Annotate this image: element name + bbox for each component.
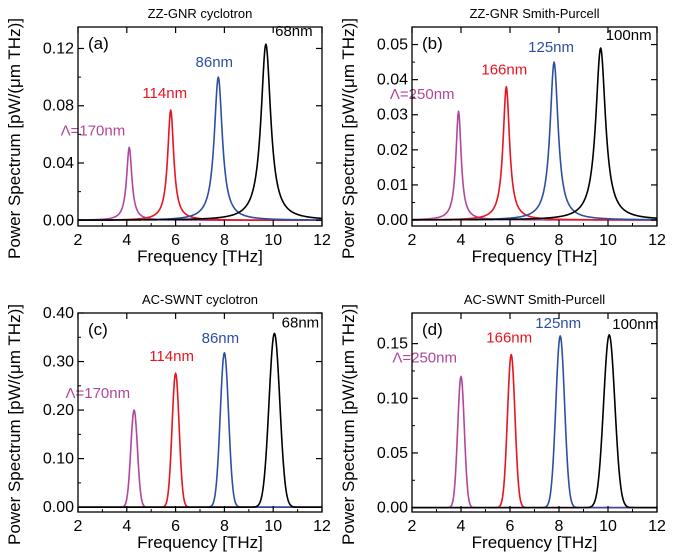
x-tick-label: 12 — [313, 232, 331, 249]
y-tick-label: 0.00 — [43, 499, 74, 516]
x-tick-label: 2 — [74, 518, 83, 535]
series-label: Λ=170nm — [61, 122, 126, 139]
x-tick-label: 6 — [506, 518, 515, 535]
y-tick-label: 0.02 — [377, 142, 408, 159]
y-tick-label: 0.00 — [43, 212, 74, 229]
x-tick-label: 4 — [122, 518, 131, 535]
y-tick-label: 0.00 — [377, 500, 408, 517]
chart-title: AC-SWNT Smith-Purcell — [464, 292, 605, 307]
chart-title: ZZ-GNR Smith-Purcell — [469, 6, 599, 21]
x-tick-label: 6 — [506, 232, 515, 249]
y-tick-label: 0.15 — [377, 336, 408, 353]
series-label: 86nm — [202, 330, 240, 347]
series-label: 100nm — [606, 27, 652, 44]
x-tick-label: 4 — [457, 518, 466, 535]
x-axis-label: Frequency [THz] — [137, 533, 263, 552]
series-label: 125nm — [528, 39, 574, 56]
y-axis-label: Power Spectrum [pW/(μm THz)] — [5, 18, 24, 259]
series-label: 114nm — [142, 85, 187, 102]
x-tick-label: 8 — [220, 232, 229, 249]
x-tick-label: 10 — [264, 232, 282, 249]
series-line-0 — [77, 146, 323, 222]
x-tick-label: 6 — [171, 232, 180, 249]
x-tick-label: 6 — [171, 518, 180, 535]
y-tick-label: 0.04 — [377, 72, 408, 89]
x-tick-label: 8 — [555, 518, 564, 535]
panel-label: (c) — [88, 320, 108, 339]
x-tick-label: 12 — [648, 232, 666, 249]
chart-panel-b: ZZ-GNR Smith-PurcellΛ=250nm166nm125nm100… — [339, 6, 666, 266]
x-tick-label: 4 — [457, 232, 466, 249]
chart-title: ZZ-GNR cyclotron — [148, 6, 253, 21]
x-tick-label: 8 — [220, 518, 229, 535]
y-tick-label: 0.20 — [43, 402, 74, 419]
x-axis-label: Frequency [THz] — [472, 247, 598, 266]
series-label: Λ=250nm — [392, 349, 457, 366]
x-tick-label: 2 — [408, 232, 417, 249]
y-tick-label: 0.08 — [43, 98, 74, 115]
x-tick-label: 4 — [122, 232, 131, 249]
x-tick-label: 10 — [599, 518, 617, 535]
y-tick-label: 0.04 — [43, 155, 74, 172]
y-axis-label: Power Spectrum [pW/(μm THz)] — [5, 304, 24, 545]
x-tick-label: 12 — [648, 518, 666, 535]
series-line-1 — [411, 85, 658, 221]
x-axis-label: Frequency [THz] — [137, 247, 263, 266]
series-label: 86nm — [196, 54, 234, 71]
series-label: 114nm — [149, 348, 194, 365]
y-tick-label: 0.00 — [377, 212, 408, 229]
series-label: 100nm — [612, 316, 658, 333]
y-tick-label: 0.01 — [377, 177, 408, 194]
series-label: 125nm — [535, 315, 581, 332]
y-axis-label: Power Spectrum [pW/(μm THz)] — [339, 18, 358, 259]
y-tick-label: 0.10 — [43, 451, 74, 468]
y-tick-label: 0.12 — [43, 40, 74, 57]
y-tick-label: 0.03 — [377, 107, 408, 124]
series-line-2 — [77, 76, 323, 221]
chart-title: AC-SWNT cyclotron — [142, 292, 258, 307]
y-tick-label: 0.30 — [43, 354, 74, 371]
series-line-3 — [411, 47, 658, 221]
x-tick-label: 12 — [313, 518, 331, 535]
series-label: Λ=170nm — [65, 385, 130, 402]
panel-label: (b) — [422, 34, 443, 53]
chart-panel-c: AC-SWNT cyclotron Λ=170nm 114nm 86nm 68nm 2 4 6… — [5, 292, 331, 552]
x-axis-label: Frequency [THz] — [472, 533, 598, 552]
series-line-3 — [77, 43, 323, 221]
y-tick-label: 0.05 — [377, 37, 408, 54]
chart-panel-a: ZZ-GNR cyclotron Λ=170nm 114nm 86nm 68nm 2 4 6 8… — [5, 6, 331, 266]
series-line-3 — [411, 334, 658, 509]
y-axis-label: Power Spectrum [pW/(μm THz)] — [339, 304, 358, 545]
y-tick-label: 0.10 — [377, 390, 408, 407]
plot-frame — [411, 26, 658, 227]
panel-label: (a) — [88, 34, 109, 53]
x-tick-label: 10 — [599, 232, 617, 249]
x-tick-label: 2 — [74, 232, 83, 249]
series-label: 166nm — [486, 330, 532, 347]
series-label: 166nm — [481, 62, 527, 79]
panel-label: (d) — [422, 320, 443, 339]
series-line-0 — [77, 409, 323, 508]
series-label: Λ=250nm — [390, 86, 455, 103]
x-tick-label: 2 — [408, 518, 417, 535]
y-tick-label: 0.05 — [377, 445, 408, 462]
x-tick-label: 10 — [264, 518, 282, 535]
x-tick-label: 8 — [555, 232, 564, 249]
series-line-3 — [77, 332, 323, 508]
series-label: 68nm — [275, 23, 313, 40]
series-label: 68nm — [282, 314, 320, 331]
y-tick-label: 0.40 — [43, 305, 74, 322]
series-line-0 — [411, 110, 658, 221]
